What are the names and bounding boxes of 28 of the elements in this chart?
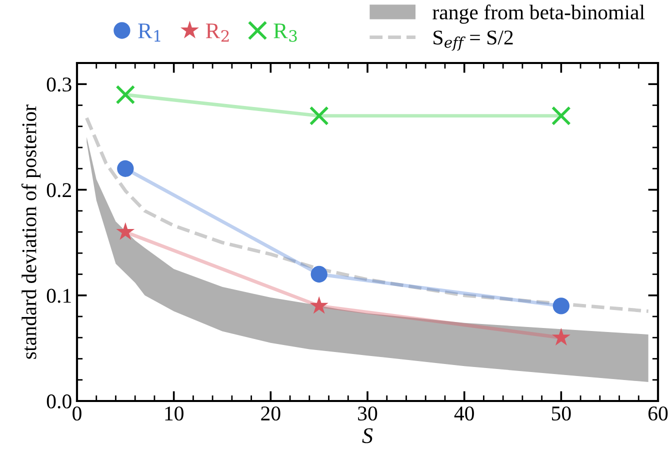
y-tick-label: 0.3 (46, 78, 72, 92)
point (116, 84, 136, 104)
x-tick-label: 60 (648, 406, 668, 421)
point (310, 266, 328, 283)
x-tick-label: 40 (454, 406, 474, 421)
x-tick-label: 0 (72, 406, 82, 421)
x-axis-title: S (362, 428, 373, 444)
legend-label: S$_{eff}$ = S/2 (434, 30, 513, 51)
point (552, 298, 570, 314)
point (117, 160, 134, 177)
point (309, 106, 329, 126)
x-tick-label: 20 (261, 406, 280, 421)
y-axis-title: standard deviation of posterior (21, 104, 41, 359)
legend-label: R$_{3}$ (274, 24, 297, 42)
x-tick-label: 30 (358, 406, 378, 421)
point (551, 106, 571, 126)
y-tick-label: 0.2 (46, 183, 71, 198)
point (116, 222, 135, 240)
x-tick-label: 50 (552, 406, 571, 421)
y-tick-label: 0.0 (46, 394, 72, 409)
point (310, 296, 328, 314)
line-series (84, 116, 650, 313)
legend-label: R$_{1}$ (138, 24, 160, 42)
legend-label: range from beta-binomial (432, 4, 645, 24)
legend-label: R$_{2}$ (206, 24, 229, 42)
y-tick-label: 0.1 (46, 288, 71, 303)
x-tick-label: 10 (165, 406, 184, 421)
point (552, 328, 570, 346)
